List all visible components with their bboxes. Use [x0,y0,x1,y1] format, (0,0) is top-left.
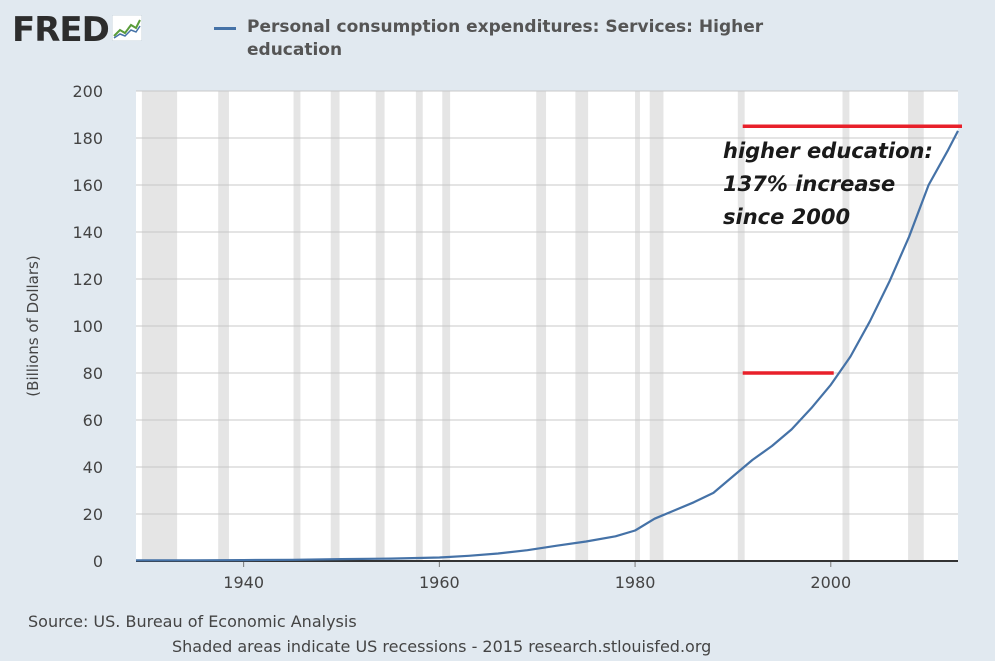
source-note: Source: US. Bureau of Economic Analysis [28,612,357,631]
y-tick-label: 180 [72,129,103,148]
x-tick-label: 1960 [419,573,460,592]
fred-logo[interactable]: FRED [12,10,143,50]
y-tick-label: 80 [83,364,103,383]
series-line [136,130,959,562]
y-tick-label: 0 [93,552,103,571]
y-tick-label: 40 [83,458,103,477]
y-tick-label: 140 [72,223,103,242]
y-tick-label: 200 [72,82,103,101]
x-tick-label: 1980 [615,573,656,592]
legend-swatch [214,27,236,30]
y-tick-label: 100 [72,317,103,336]
x-tick-label: 1940 [223,573,264,592]
annotation-text: higher education: [723,139,933,163]
annotation-text: since 2000 [723,205,850,229]
legend-series-label: Personal consumption expenditures: Servi… [247,17,764,60]
y-tick-label: 160 [72,176,103,195]
recession-note: Shaded areas indicate US recessions - 20… [172,637,712,656]
fred-logo-text: FRED [12,10,110,50]
line-graph-icon [111,14,143,45]
annotation-text: 137% increase [723,172,895,196]
y-tick-label: 60 [83,411,103,430]
y-tick-label: 20 [83,505,103,524]
x-tick-label: 2000 [810,573,851,592]
y-axis-label: (Billions of Dollars) [24,255,42,396]
y-tick-label: 120 [72,270,103,289]
chart-legend: Personal consumption expenditures: Servi… [214,16,847,62]
